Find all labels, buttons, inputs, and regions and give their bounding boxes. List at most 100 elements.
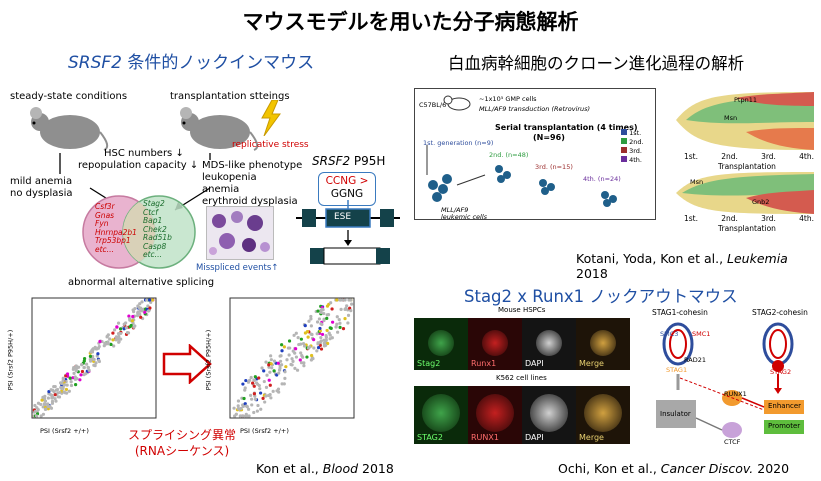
scatter-point	[73, 375, 77, 379]
scatter-right-xlabel: PSI (Srsf2 +/+)	[240, 427, 289, 435]
scatter-point	[128, 318, 132, 322]
scatter-point	[307, 319, 311, 323]
scatter-point	[130, 319, 134, 323]
legend-label: 4th.	[629, 156, 642, 164]
scatter-point	[312, 346, 316, 350]
enhancer-label: Enhancer	[768, 402, 802, 410]
fish-label: Msn	[724, 114, 738, 122]
scatter-point	[139, 315, 143, 319]
stag2-label: STAG2	[770, 368, 792, 376]
venn-left-gene: Fyn	[95, 219, 109, 228]
scatter-point	[72, 371, 76, 375]
scatter-point	[118, 327, 123, 331]
scatter-plot-right	[216, 296, 356, 428]
n96-label: (N=96)	[533, 133, 565, 142]
scatter-point	[53, 384, 57, 389]
scatter-point	[252, 378, 257, 382]
scatter-point	[140, 309, 144, 313]
scatter-point	[292, 333, 296, 337]
axis-tick: 2nd.	[721, 214, 738, 223]
scatter-point	[131, 321, 135, 325]
scatter-point	[232, 406, 236, 410]
scatter-point	[302, 361, 306, 365]
citation-journal: Leukemia	[727, 251, 788, 266]
scatter-point	[47, 390, 51, 394]
erythroid-label: erythroid dysplasia	[202, 196, 298, 207]
scatter-point	[92, 357, 96, 362]
scatter-point	[68, 376, 72, 380]
scatter-point	[98, 339, 102, 344]
mouse-icon	[443, 95, 471, 111]
venn-left-gene: Gnas	[95, 210, 115, 220]
scatter-point	[61, 379, 65, 383]
splicing-note: スプライシング異常 (RNAシーケンス)	[128, 427, 236, 459]
scatter-point	[348, 306, 352, 310]
scatter-point	[93, 364, 97, 368]
scatter-point	[122, 322, 126, 326]
citation-authors: Kotani, Yoda, Kon et al.,	[576, 251, 728, 266]
codon-change-line2: GGNG	[330, 188, 364, 200]
mouse-icon	[30, 107, 109, 151]
scatter-point	[325, 313, 329, 317]
stag2-heading: Stag2 x Runx1 ノックアウトマウス	[464, 287, 738, 306]
scatter-point	[250, 397, 254, 401]
scatter-point	[298, 358, 302, 362]
micro-cell: Merge	[576, 386, 630, 444]
gene-structure-diagram	[296, 200, 400, 265]
mutation-gene: SRSF2	[312, 154, 351, 168]
scatter-point	[112, 344, 116, 348]
codon-change-line1: CCNG >	[325, 175, 369, 187]
scatter-point	[339, 307, 343, 311]
scatter-point	[317, 317, 322, 321]
ctcf-label: CTCF	[724, 438, 741, 446]
venn-left-gene: Csf3r	[95, 202, 115, 211]
citation-year: 2020	[753, 461, 790, 476]
scatter-point	[243, 386, 247, 390]
scatter-point	[315, 349, 319, 353]
scatter-point	[278, 366, 282, 370]
axis-tick: 4th.	[799, 152, 814, 161]
scatter-point	[345, 304, 349, 308]
scatter-point	[34, 414, 39, 418]
scatter-point	[290, 357, 294, 361]
scatter-point	[233, 414, 237, 418]
scatter-point	[244, 414, 248, 418]
legend-label: 3rd.	[629, 147, 642, 155]
scatter-point	[275, 373, 279, 377]
scatter-point	[253, 397, 258, 401]
fish-plot-bottom	[676, 172, 814, 214]
scatter-point	[293, 351, 297, 355]
scatter-point	[343, 307, 347, 311]
scatter-point	[260, 366, 264, 370]
scatter-point	[319, 335, 323, 340]
scatter-point	[289, 362, 293, 367]
scatter-point	[74, 383, 78, 387]
scatter-point	[338, 325, 342, 329]
smc3-label: SMC3	[660, 330, 679, 338]
scatter-point	[322, 344, 326, 348]
splicing-abnormal-label: スプライシング異常	[128, 428, 237, 442]
scatter-point	[256, 403, 260, 408]
replicative-stress-label: replicative stress	[232, 140, 309, 150]
venn-right-genes: Stag2 Ctcf Bap1 Chek2 Rad51b Casp8 etc..…	[143, 199, 172, 260]
scatter-point	[109, 342, 113, 347]
venn-left-genes: Csf3r Gnas Fyn Hnrnpa2b1 Trp53bp1 etc...	[95, 202, 137, 254]
scatter-point	[41, 412, 46, 416]
micro-label: DAPI	[525, 433, 544, 442]
scatter-point	[287, 353, 291, 357]
scatter-point	[264, 385, 269, 389]
scatter-point	[310, 353, 314, 358]
scatter-point	[261, 396, 265, 400]
scatter-point	[74, 369, 78, 373]
fish-axis-top: 1st. 2nd. 3rd. 4th.	[684, 152, 814, 161]
venn-left-gene: Hnrnpa2b1	[95, 227, 137, 237]
scatter-point	[312, 338, 316, 342]
srsf2-heading-gene: SRSF2	[68, 53, 122, 73]
scatter-point	[309, 358, 313, 362]
micro-label: RUNX1	[471, 433, 499, 442]
scatter-point	[138, 302, 142, 306]
scatter-point	[297, 342, 301, 347]
citation-leukemia: Kotani, Yoda, Kon et al., Leukemia 2018	[576, 251, 821, 281]
scatter-point	[62, 383, 67, 387]
scatter-point	[127, 314, 131, 318]
